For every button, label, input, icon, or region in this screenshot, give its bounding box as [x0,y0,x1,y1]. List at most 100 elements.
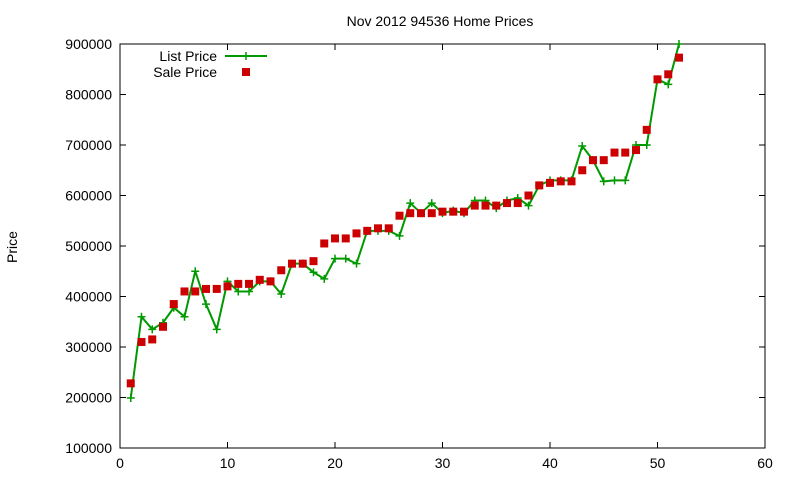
list-price-point [148,325,157,334]
list-price-point [599,177,608,186]
list-price-line [129,43,680,399]
sale-price-point [255,275,264,284]
sale-price-point [126,379,135,388]
list-price-point [427,199,436,208]
y-axis-label: Price [4,231,20,263]
sale-price-point [395,211,404,220]
sale-price-point [277,266,286,275]
sale-price-point [341,234,350,243]
sale-price-point [546,178,554,187]
sale-price-point [148,335,157,344]
series-sale-price [126,53,683,388]
sale-price-point [556,177,565,186]
sale-price-point [234,279,243,288]
list-price-point [277,289,286,298]
y-tick-label: 900000 [65,36,112,52]
series-list-price [126,40,683,403]
sale-price-point [417,209,425,218]
sale-price-point [169,300,178,309]
list-price-point [642,141,651,149]
y-tick-label: 200000 [65,390,112,406]
sale-price-point [599,156,608,165]
chart-title: Nov 2012 94536 Home Prices [347,13,534,29]
sale-price-point [460,207,468,216]
sale-price-point [352,229,361,238]
sale-price-point [535,181,544,190]
sale-price-point [191,287,200,296]
y-tick-label: 300000 [65,339,112,355]
sale-price-point [621,148,630,157]
sale-price-point [374,224,382,233]
sale-price-point [320,239,329,248]
x-tick-label: 50 [650,455,666,471]
list-price-point [352,259,361,268]
sale-price-point [503,199,511,208]
sale-price-point [384,224,393,233]
list-price-point [180,312,189,321]
sale-price-point [481,201,490,210]
list-price-point [341,254,350,263]
legend-label: List Price [159,48,217,64]
list-price-point [621,176,630,185]
list-price-point [191,267,200,276]
x-tick-label: 20 [327,455,343,471]
sale-price-point [245,279,253,288]
series-layer [126,40,683,403]
sale-price-point [610,148,619,157]
list-price-point [126,394,135,403]
sale-price-point [578,166,587,175]
x-tick-label: 40 [542,455,558,471]
y-tick-label: 600000 [65,188,112,204]
sale-price-point [406,209,415,218]
list-price-point [212,325,221,334]
y-tick-label: 400000 [65,289,112,305]
y-tick-label: 800000 [65,87,112,103]
x-tick-label: 10 [220,455,236,471]
sale-price-point [449,207,458,216]
list-price-point [320,274,329,283]
sale-price-point [427,209,436,218]
axes: 0 10 20 30 40 50 60 100000 200000 300000 400000 500… [65,36,773,471]
sale-price-point [223,282,232,291]
x-tick-label: 30 [435,455,451,471]
sale-price-point [664,70,673,79]
sale-price-point [589,156,597,165]
sale-price-point [288,259,296,268]
list-price-point [331,254,339,263]
list-price-point [664,80,673,89]
sale-price-point [492,201,501,210]
sale-price-point [524,191,533,200]
list-price-point [524,201,533,210]
sale-price-point [159,322,167,331]
sale-price-point [675,53,683,62]
list-price-point [578,142,587,151]
list-price-point [234,287,243,296]
list-price-point [202,300,210,309]
sale-price-point [470,201,479,210]
x-tick-label: 0 [116,455,124,471]
sale-price-point [438,207,447,216]
sale-price-point [309,257,318,266]
list-price-point [309,268,318,277]
sale-price-point [653,75,662,84]
x-tick-label: 60 [757,455,773,471]
sale-price-point [363,226,372,235]
sale-price-point [513,199,522,208]
sale-price-point [298,259,307,268]
sale-price-point [642,125,651,134]
sale-price-point [180,287,189,296]
sale-price-point [202,284,210,293]
sale-price-point [137,337,146,346]
sale-price-point [212,284,221,293]
sale-price-point [266,277,275,286]
list-price-point [137,312,146,321]
legend-label: Sale Price [153,64,217,80]
list-price-point [406,199,415,208]
sale-price-point [331,234,339,243]
y-tick-label: 500000 [65,238,112,254]
plot-frame [119,43,766,449]
list-price-point [675,40,683,48]
